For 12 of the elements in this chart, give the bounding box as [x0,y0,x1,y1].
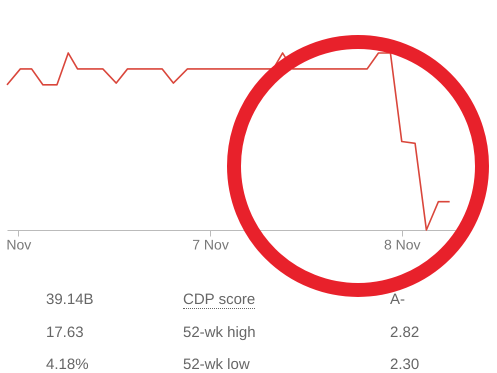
text: A- [390,291,405,308]
text: 2.30 [390,356,420,373]
x-tick-label: 8 Nov [384,236,421,252]
text: 2.82 [390,324,420,340]
x-tick-label: 7 Nov [192,236,229,252]
text: 17.63 [46,324,84,340]
text: 52-wk high [183,324,256,340]
text: 4.18% [46,356,89,373]
text: 39.14B [46,291,94,308]
text: 52-wk low [183,356,250,373]
text: CDP score [183,291,256,309]
x-tick-label: Nov [6,236,32,252]
